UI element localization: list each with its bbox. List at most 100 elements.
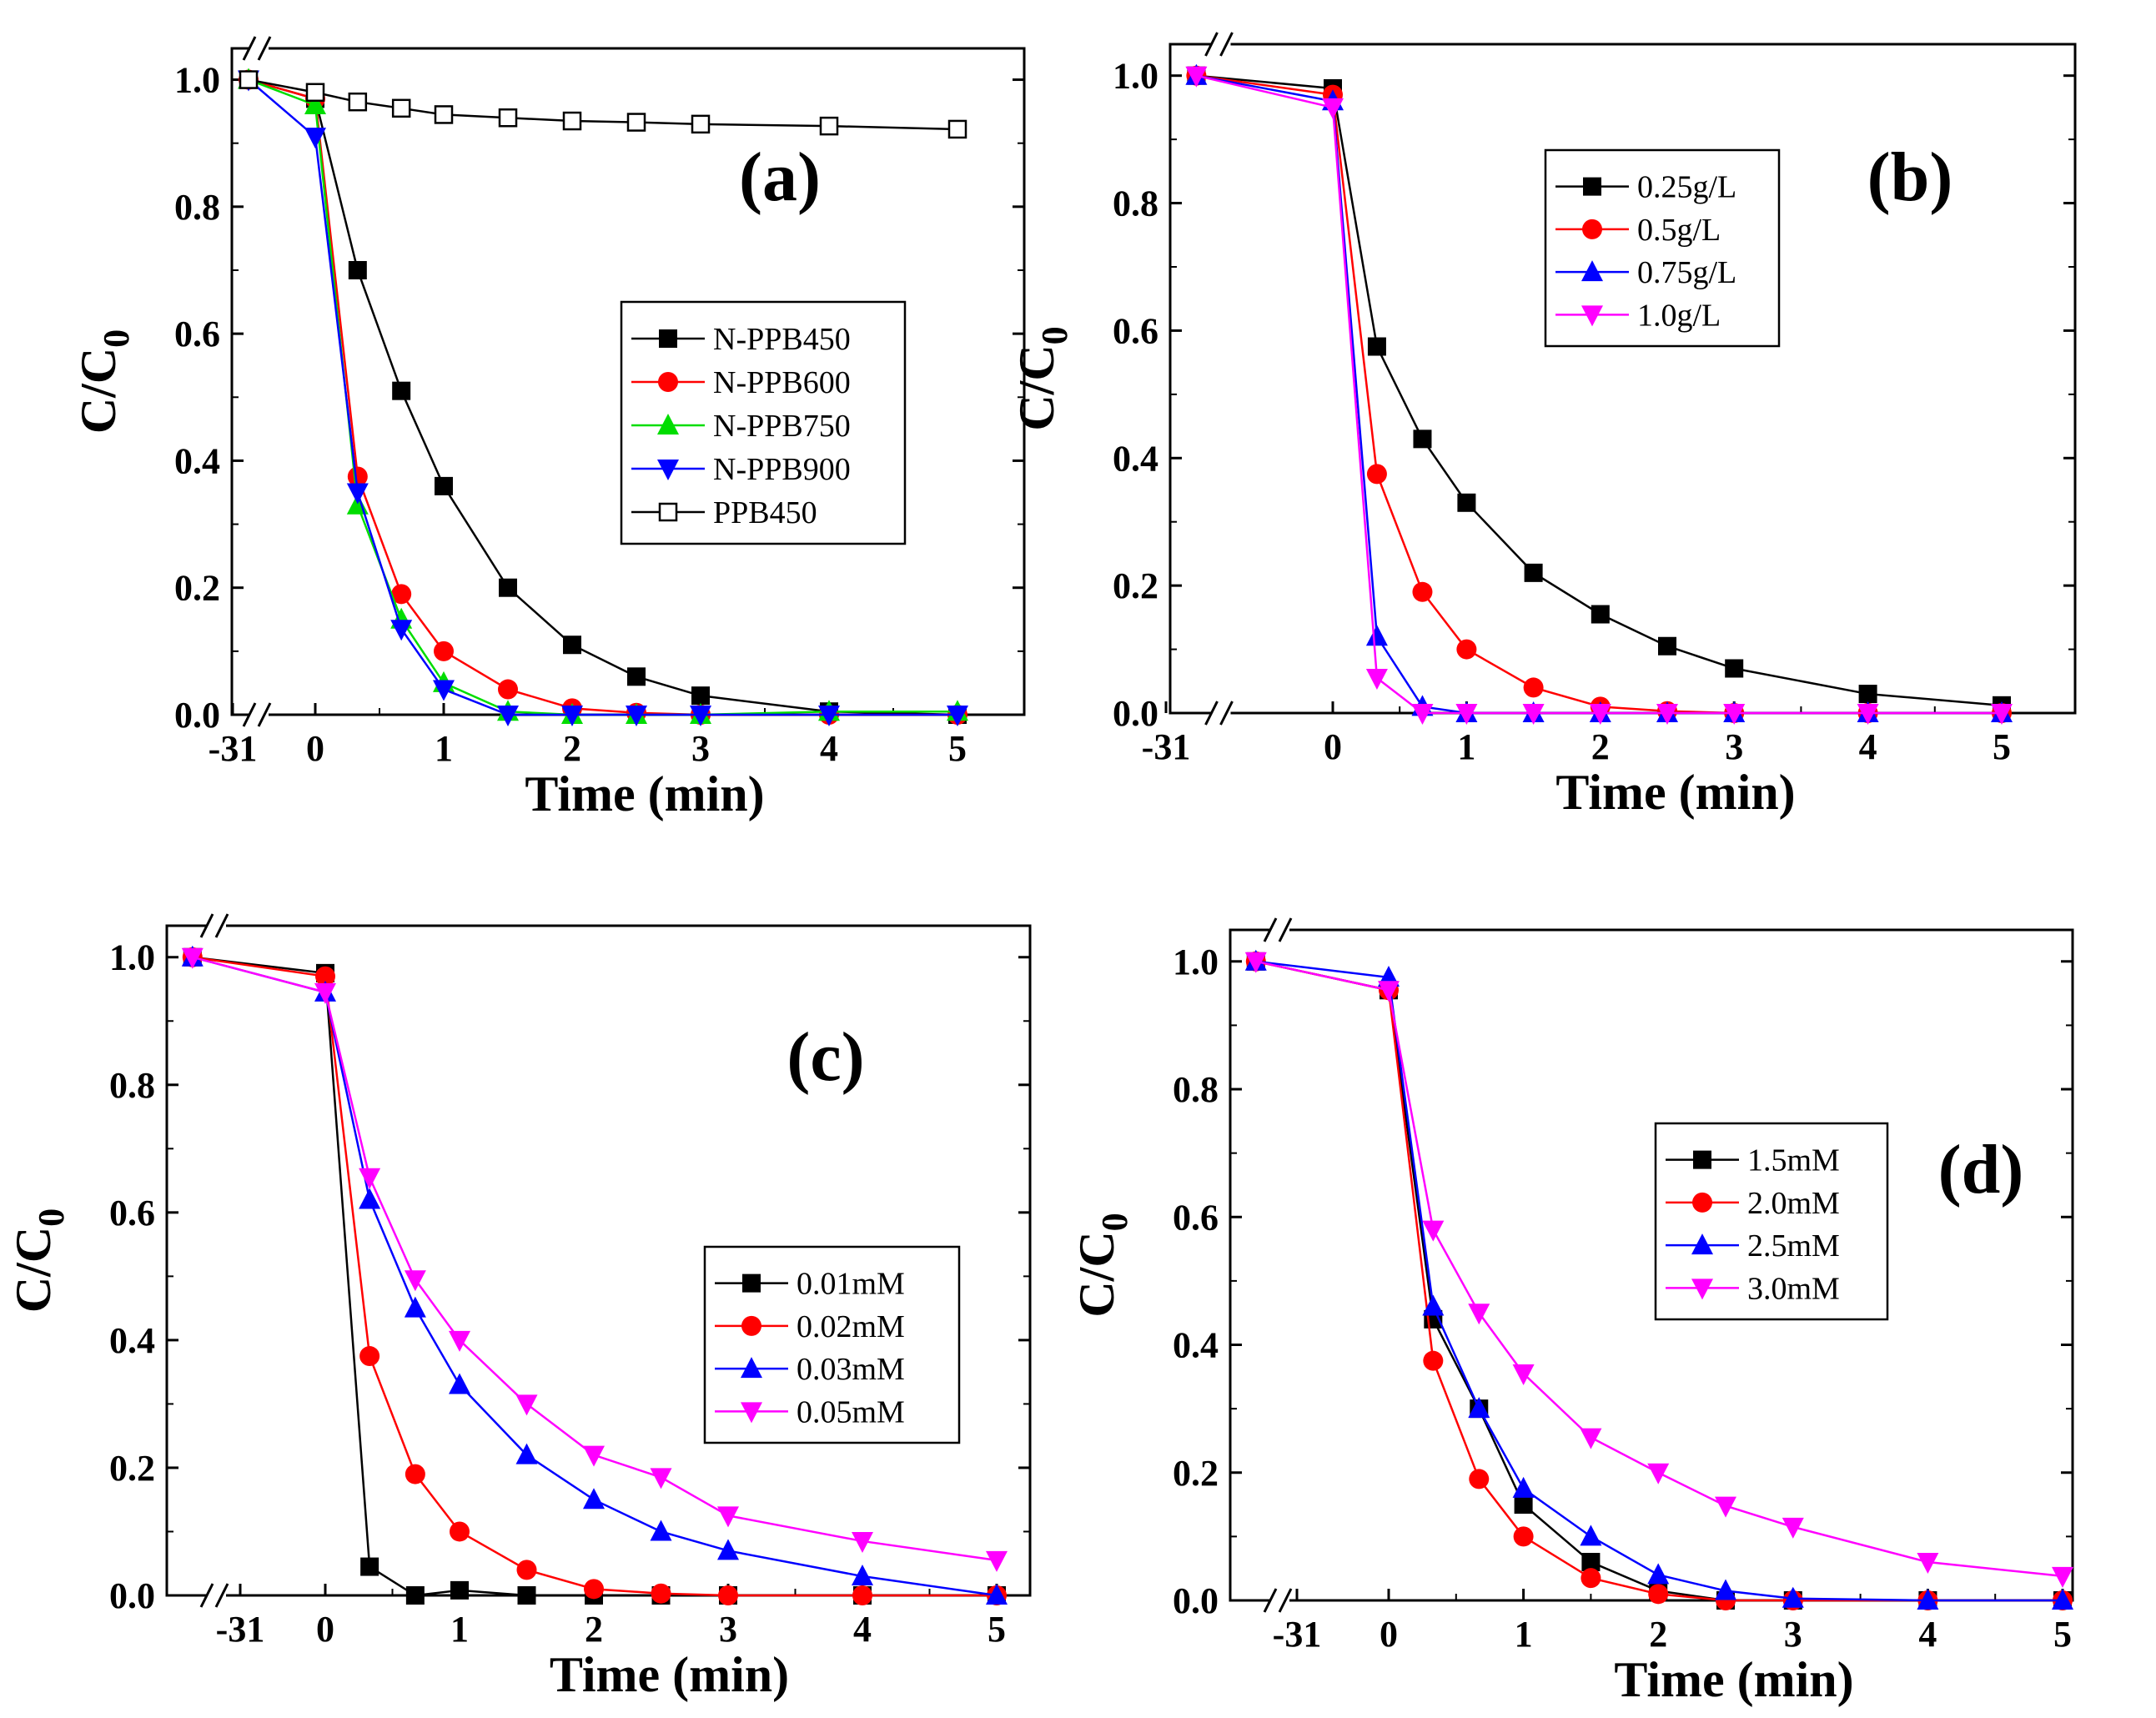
- x-axis-title: Time (min): [550, 1647, 789, 1702]
- x-tick-label: 0: [316, 1609, 334, 1650]
- data-point: [449, 1373, 470, 1394]
- x-tick-label: 1: [1457, 726, 1475, 767]
- panel-d: 0.0 0.2 0.4 0.6 0.8 1.0 -31 0 1 2 3 4 5 Time (min) C/C…: [1069, 917, 2074, 1707]
- data-point: [450, 1580, 469, 1600]
- data-point: [852, 1585, 872, 1605]
- y-tick-label: 0.4: [109, 1320, 155, 1361]
- x-tick-label: 5: [988, 1609, 1006, 1650]
- data-point: [1782, 1586, 1804, 1608]
- axis-break-mark: [1263, 917, 1278, 942]
- y-tick-label: 0.0: [1113, 693, 1158, 734]
- legend-label: 0.03mM: [797, 1352, 905, 1387]
- series-1.0g/L: [1185, 66, 2013, 725]
- x-tick-label: 2: [1591, 726, 1610, 767]
- data-point: [1322, 98, 1344, 119]
- data-point: [1723, 704, 1746, 725]
- data-point: [819, 116, 839, 136]
- data-point: [1658, 636, 1676, 656]
- axis-break-mark: [257, 702, 272, 727]
- data-point: [1648, 1584, 1669, 1605]
- legend-marker: [741, 1315, 761, 1336]
- x-tick-label: 1: [1515, 1614, 1533, 1655]
- axis-break-gap: [208, 914, 226, 937]
- legend-label: 0.75g/L: [1637, 255, 1736, 290]
- y-tick-label: 0.6: [174, 314, 220, 354]
- data-point: [305, 83, 325, 103]
- data-point: [2052, 1566, 2073, 1588]
- data-point: [1468, 1304, 1490, 1325]
- data-point: [359, 1346, 380, 1367]
- data-point: [239, 70, 259, 89]
- data-point: [1917, 1589, 1939, 1610]
- data-point: [405, 1464, 425, 1484]
- data-point: [499, 578, 517, 597]
- data-point: [650, 1520, 672, 1541]
- y-tick-label: 0.6: [1113, 310, 1158, 351]
- y-tick-label: 0.8: [1113, 183, 1158, 224]
- x-axis-title: Time (min): [525, 766, 764, 821]
- y-tick-label: 0.4: [1173, 1325, 1219, 1366]
- data-point: [1456, 639, 1477, 660]
- y-tick-label: 0.8: [174, 187, 220, 228]
- data-point: [498, 108, 518, 128]
- axis-break-mark: [1204, 701, 1219, 726]
- axis-break-mark: [199, 913, 214, 938]
- y-axis-title-main: C/C: [6, 1227, 61, 1313]
- series-0.02mM: [182, 947, 1007, 1605]
- panel-label: (c): [787, 1018, 864, 1096]
- y-axis-title: C/C0: [1009, 326, 1075, 430]
- data-point: [359, 1168, 381, 1189]
- legend-marker: [1691, 1278, 1713, 1300]
- legend-label: 2.0mM: [1747, 1186, 1840, 1221]
- axis-break-mark: [1278, 1588, 1293, 1613]
- data-point: [359, 1188, 381, 1209]
- data-point: [390, 620, 413, 641]
- data-point: [1591, 605, 1610, 624]
- axis-break-mark: [1263, 1588, 1278, 1613]
- data-point: [1581, 1553, 1601, 1572]
- data-point: [650, 1468, 672, 1489]
- data-point: [1412, 581, 1433, 602]
- x-axis-title: Time (min): [1555, 765, 1795, 820]
- data-point: [691, 114, 711, 134]
- legend-label: 3.0mM: [1747, 1271, 1840, 1306]
- data-point: [1411, 704, 1434, 725]
- axis-break-mark: [1219, 32, 1234, 57]
- series-2.5mM: [1244, 949, 2073, 1610]
- data-point: [1512, 1476, 1535, 1498]
- series-0.05mM: [181, 947, 1008, 1572]
- data-point: [404, 1270, 426, 1292]
- data-point: [315, 966, 335, 987]
- y-tick-label: 0.8: [1173, 1069, 1219, 1110]
- x-tick-label: 4: [1859, 726, 1877, 767]
- data-point: [1715, 1496, 1736, 1518]
- data-point: [627, 667, 646, 686]
- legend-marker: [1583, 177, 1601, 196]
- y-tick-label: 0.0: [174, 695, 220, 736]
- y-tick-label: 0.6: [109, 1193, 155, 1233]
- data-point: [1991, 704, 2013, 725]
- axis-break-mark: [1204, 32, 1219, 57]
- panel-b: 0.0 0.2 0.4 0.6 0.8 1.0 -31 0 1 2 3 4 5 Time (min) C/C…: [1009, 32, 2077, 820]
- data-point: [1422, 1220, 1445, 1242]
- y-axis-title-subscript: 0: [1094, 1213, 1135, 1231]
- legend-label: 1.0g/L: [1637, 298, 1721, 333]
- data-point: [1457, 493, 1476, 512]
- y-tick-label: 0.4: [1113, 438, 1158, 479]
- x-axis-title: Time (min): [1614, 1652, 1853, 1707]
- data-point: [434, 105, 454, 124]
- data-point: [690, 706, 711, 726]
- data-point: [1365, 668, 1388, 690]
- x-tick-label: 0: [306, 728, 324, 769]
- legend-label: N-PPB450: [713, 322, 851, 357]
- data-point: [626, 113, 646, 132]
- panel-c: 0.0 0.2 0.4 0.6 0.8 1.0 -31 0 1 2 3 4 5 Time (min) C/C…: [6, 913, 1032, 1702]
- data-point: [1580, 1525, 1602, 1546]
- data-point: [1468, 1397, 1490, 1419]
- data-point: [852, 1531, 873, 1553]
- data-point: [498, 679, 518, 700]
- y-tick-label: 0.0: [1173, 1580, 1219, 1621]
- data-point: [360, 1557, 379, 1576]
- data-point: [517, 1586, 536, 1605]
- data-point: [346, 483, 369, 505]
